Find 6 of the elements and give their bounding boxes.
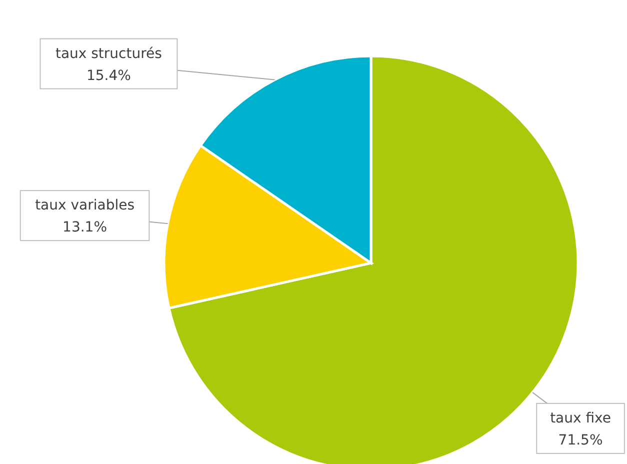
- slice-label: taux variables: [35, 198, 135, 214]
- slice-label: taux fixe: [550, 410, 612, 426]
- data-label: 13.1%: [62, 220, 108, 236]
- data-label: 71.5%: [558, 432, 603, 448]
- data-label: 15.4%: [86, 68, 131, 84]
- slice-label: taux structurés: [55, 46, 162, 62]
